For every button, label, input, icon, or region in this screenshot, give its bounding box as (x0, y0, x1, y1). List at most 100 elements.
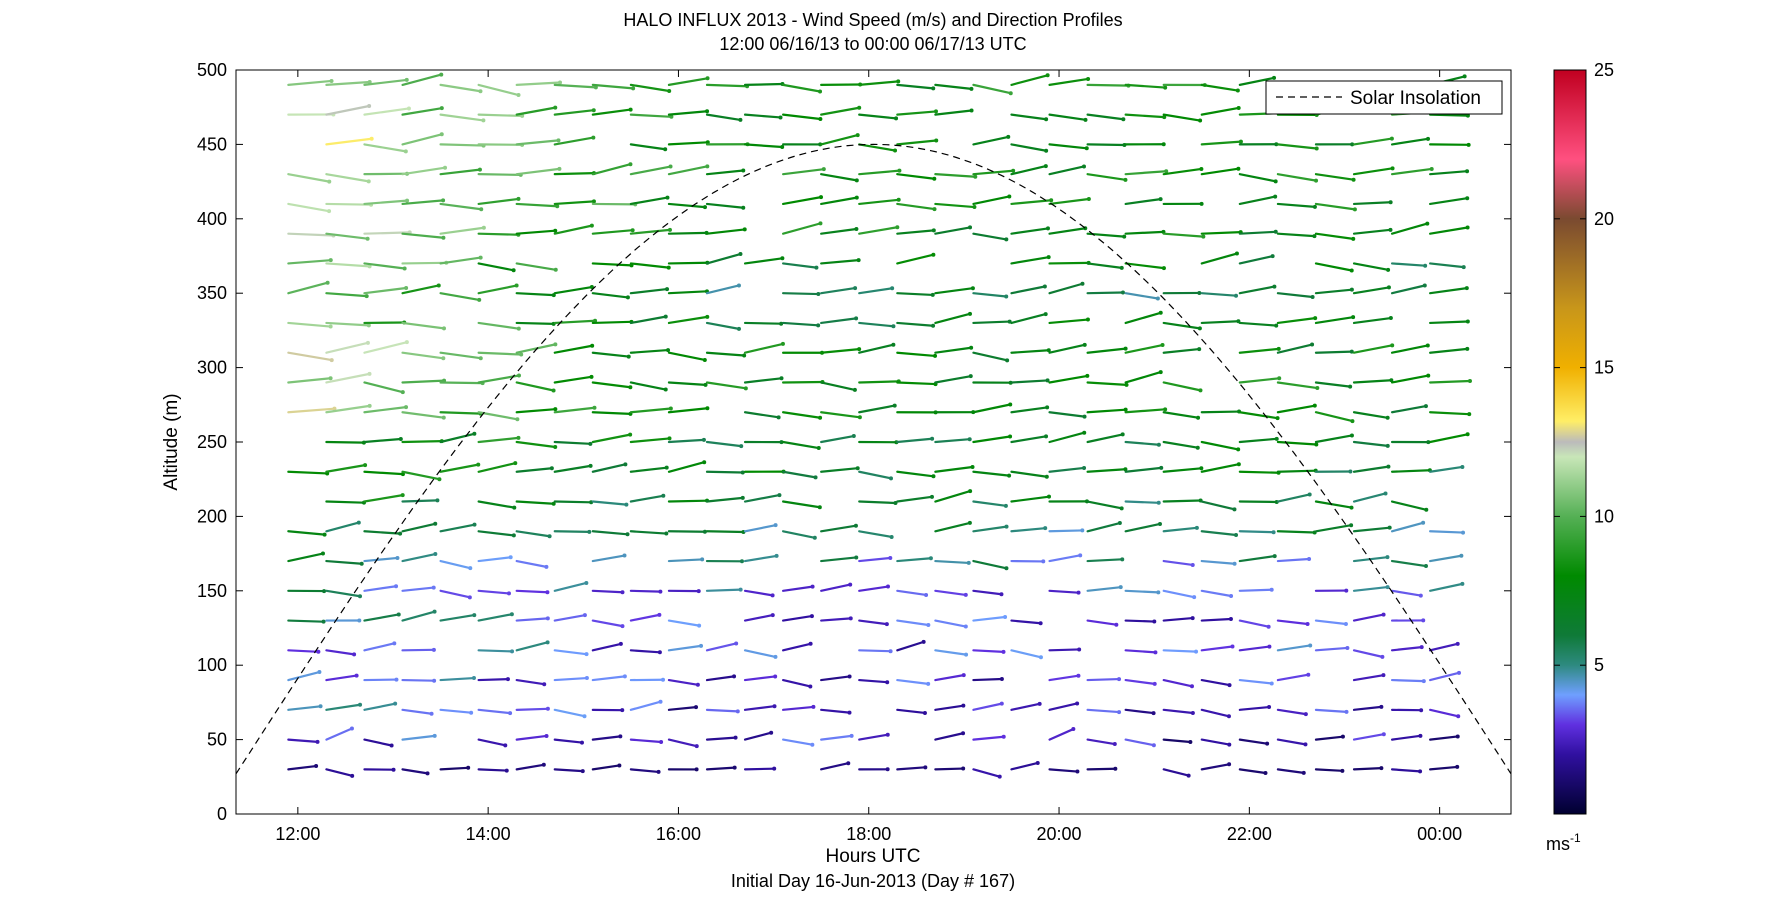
wind-arrow (477, 461, 518, 473)
wind-arrow-head (365, 340, 370, 345)
wind-arrow (287, 173, 332, 184)
wind-arrow-head (739, 559, 744, 564)
wind-arrow-shaft (1200, 617, 1233, 622)
wind-arrow-shaft (1200, 231, 1242, 235)
wind-arrow-head (504, 768, 509, 773)
wind-arrow-head (702, 357, 707, 362)
wind-arrow (363, 677, 399, 682)
wind-arrow-shaft (743, 321, 783, 325)
wind-arrow-head (1423, 564, 1428, 569)
wind-arrow (629, 83, 672, 93)
wind-arrow (1314, 202, 1357, 212)
wind-arrow-head (666, 348, 671, 353)
wind-arrow (934, 619, 968, 629)
wind-arrow (553, 108, 596, 116)
wind-arrow-shaft (1352, 262, 1390, 271)
x-tick-label: 20:00 (1037, 824, 1082, 844)
wind-arrow (363, 584, 399, 592)
wind-arrow (858, 470, 893, 481)
wind-arrow-head (961, 703, 966, 708)
y-tick-label: 400 (197, 209, 227, 229)
wind-arrow-shaft (363, 78, 408, 86)
wind-arrow-shaft (743, 705, 776, 711)
wind-arrow-shaft (972, 403, 1012, 414)
wind-arrow-shaft (515, 678, 546, 686)
wind-arrow-head (1351, 177, 1356, 182)
wind-arrow (858, 403, 897, 414)
wind-arrow-head (1227, 762, 1232, 767)
wind-arrow-shaft (820, 675, 851, 682)
wind-arrow-shaft (934, 704, 965, 711)
wind-arrow-head (317, 670, 322, 675)
wind-arrow (439, 589, 472, 600)
wind-arrow-head (1349, 268, 1354, 273)
wind-arrow (1086, 432, 1125, 444)
wind-arrow-shaft (1352, 316, 1392, 325)
wind-arrow (1429, 464, 1465, 473)
wind-arrow (325, 463, 368, 473)
wind-arrow-head (854, 555, 859, 560)
wind-arrow-head (441, 415, 446, 420)
wind-arrow-head (1082, 430, 1087, 435)
wind-arrow-head (433, 521, 438, 526)
wind-arrow-shaft (1238, 411, 1279, 420)
wind-arrow (972, 351, 1010, 363)
wind-arrow-shaft (553, 406, 596, 414)
wind-arrow-head (369, 136, 374, 141)
wind-arrow (1086, 381, 1129, 387)
wind-arrow (515, 762, 546, 771)
wind-arrow-head (1460, 464, 1465, 469)
wind-arrow (1276, 202, 1317, 209)
wind-arrow-head (933, 109, 938, 114)
wind-arrow-head (967, 520, 972, 525)
wind-arrow-shaft (363, 437, 402, 444)
wind-arrow (743, 766, 777, 771)
wind-arrow-shaft (820, 556, 858, 563)
wind-arrow-shaft (629, 348, 670, 354)
wind-arrow-shaft (1124, 343, 1164, 354)
wind-arrow-head (1269, 587, 1274, 592)
wind-arrow-shaft (1124, 113, 1166, 119)
wind-arrow-shaft (858, 198, 900, 206)
wind-arrow-shaft (667, 315, 709, 325)
wind-arrow-shaft (667, 558, 704, 563)
wind-arrow-head (478, 89, 483, 94)
wind-arrow (1238, 173, 1278, 184)
wind-arrow-shaft (629, 228, 672, 235)
wind-arrow-shaft (782, 411, 822, 419)
wind-arrow-head (443, 165, 448, 170)
wind-arrow-head (392, 641, 397, 646)
wind-arrow-head (999, 592, 1004, 597)
wind-arrow-shaft (1086, 347, 1127, 354)
wind-arrow-shaft (705, 766, 736, 771)
wind-arrow-shaft (363, 199, 409, 206)
wind-arrow (705, 495, 745, 503)
wind-arrow (1048, 143, 1089, 151)
wind-arrow (934, 173, 978, 179)
wind-arrow-head (885, 767, 890, 772)
wind-arrow (287, 202, 332, 214)
wind-arrow-shaft (439, 559, 472, 570)
wind-arrow-shaft (705, 440, 743, 448)
wind-arrow-shaft (705, 284, 741, 295)
wind-arrow-head (1461, 265, 1466, 270)
wind-arrow-head (329, 358, 334, 363)
wind-arrow-head (1155, 296, 1160, 301)
wind-arrow-head (592, 405, 597, 410)
wind-arrow-head (661, 493, 666, 498)
wind-arrow-shaft (1010, 199, 1053, 206)
wind-arrow-shaft (515, 408, 557, 414)
wind-arrow-shaft (1390, 734, 1422, 741)
wind-arrow-head (1348, 469, 1353, 474)
wind-arrow-head (513, 461, 518, 466)
wind-arrow-shaft (972, 649, 1005, 653)
wind-arrow-shaft (553, 500, 593, 504)
wind-arrow-head (884, 622, 889, 627)
wind-arrow-shaft (1429, 765, 1459, 771)
wind-arrow-head (367, 79, 372, 84)
wind-arrow-shaft (629, 407, 672, 414)
wind-arrow-shaft (1048, 343, 1086, 354)
wind-arrow-shaft (667, 530, 706, 533)
wind-arrow-head (1455, 734, 1460, 739)
wind-arrow-shaft (591, 108, 632, 116)
